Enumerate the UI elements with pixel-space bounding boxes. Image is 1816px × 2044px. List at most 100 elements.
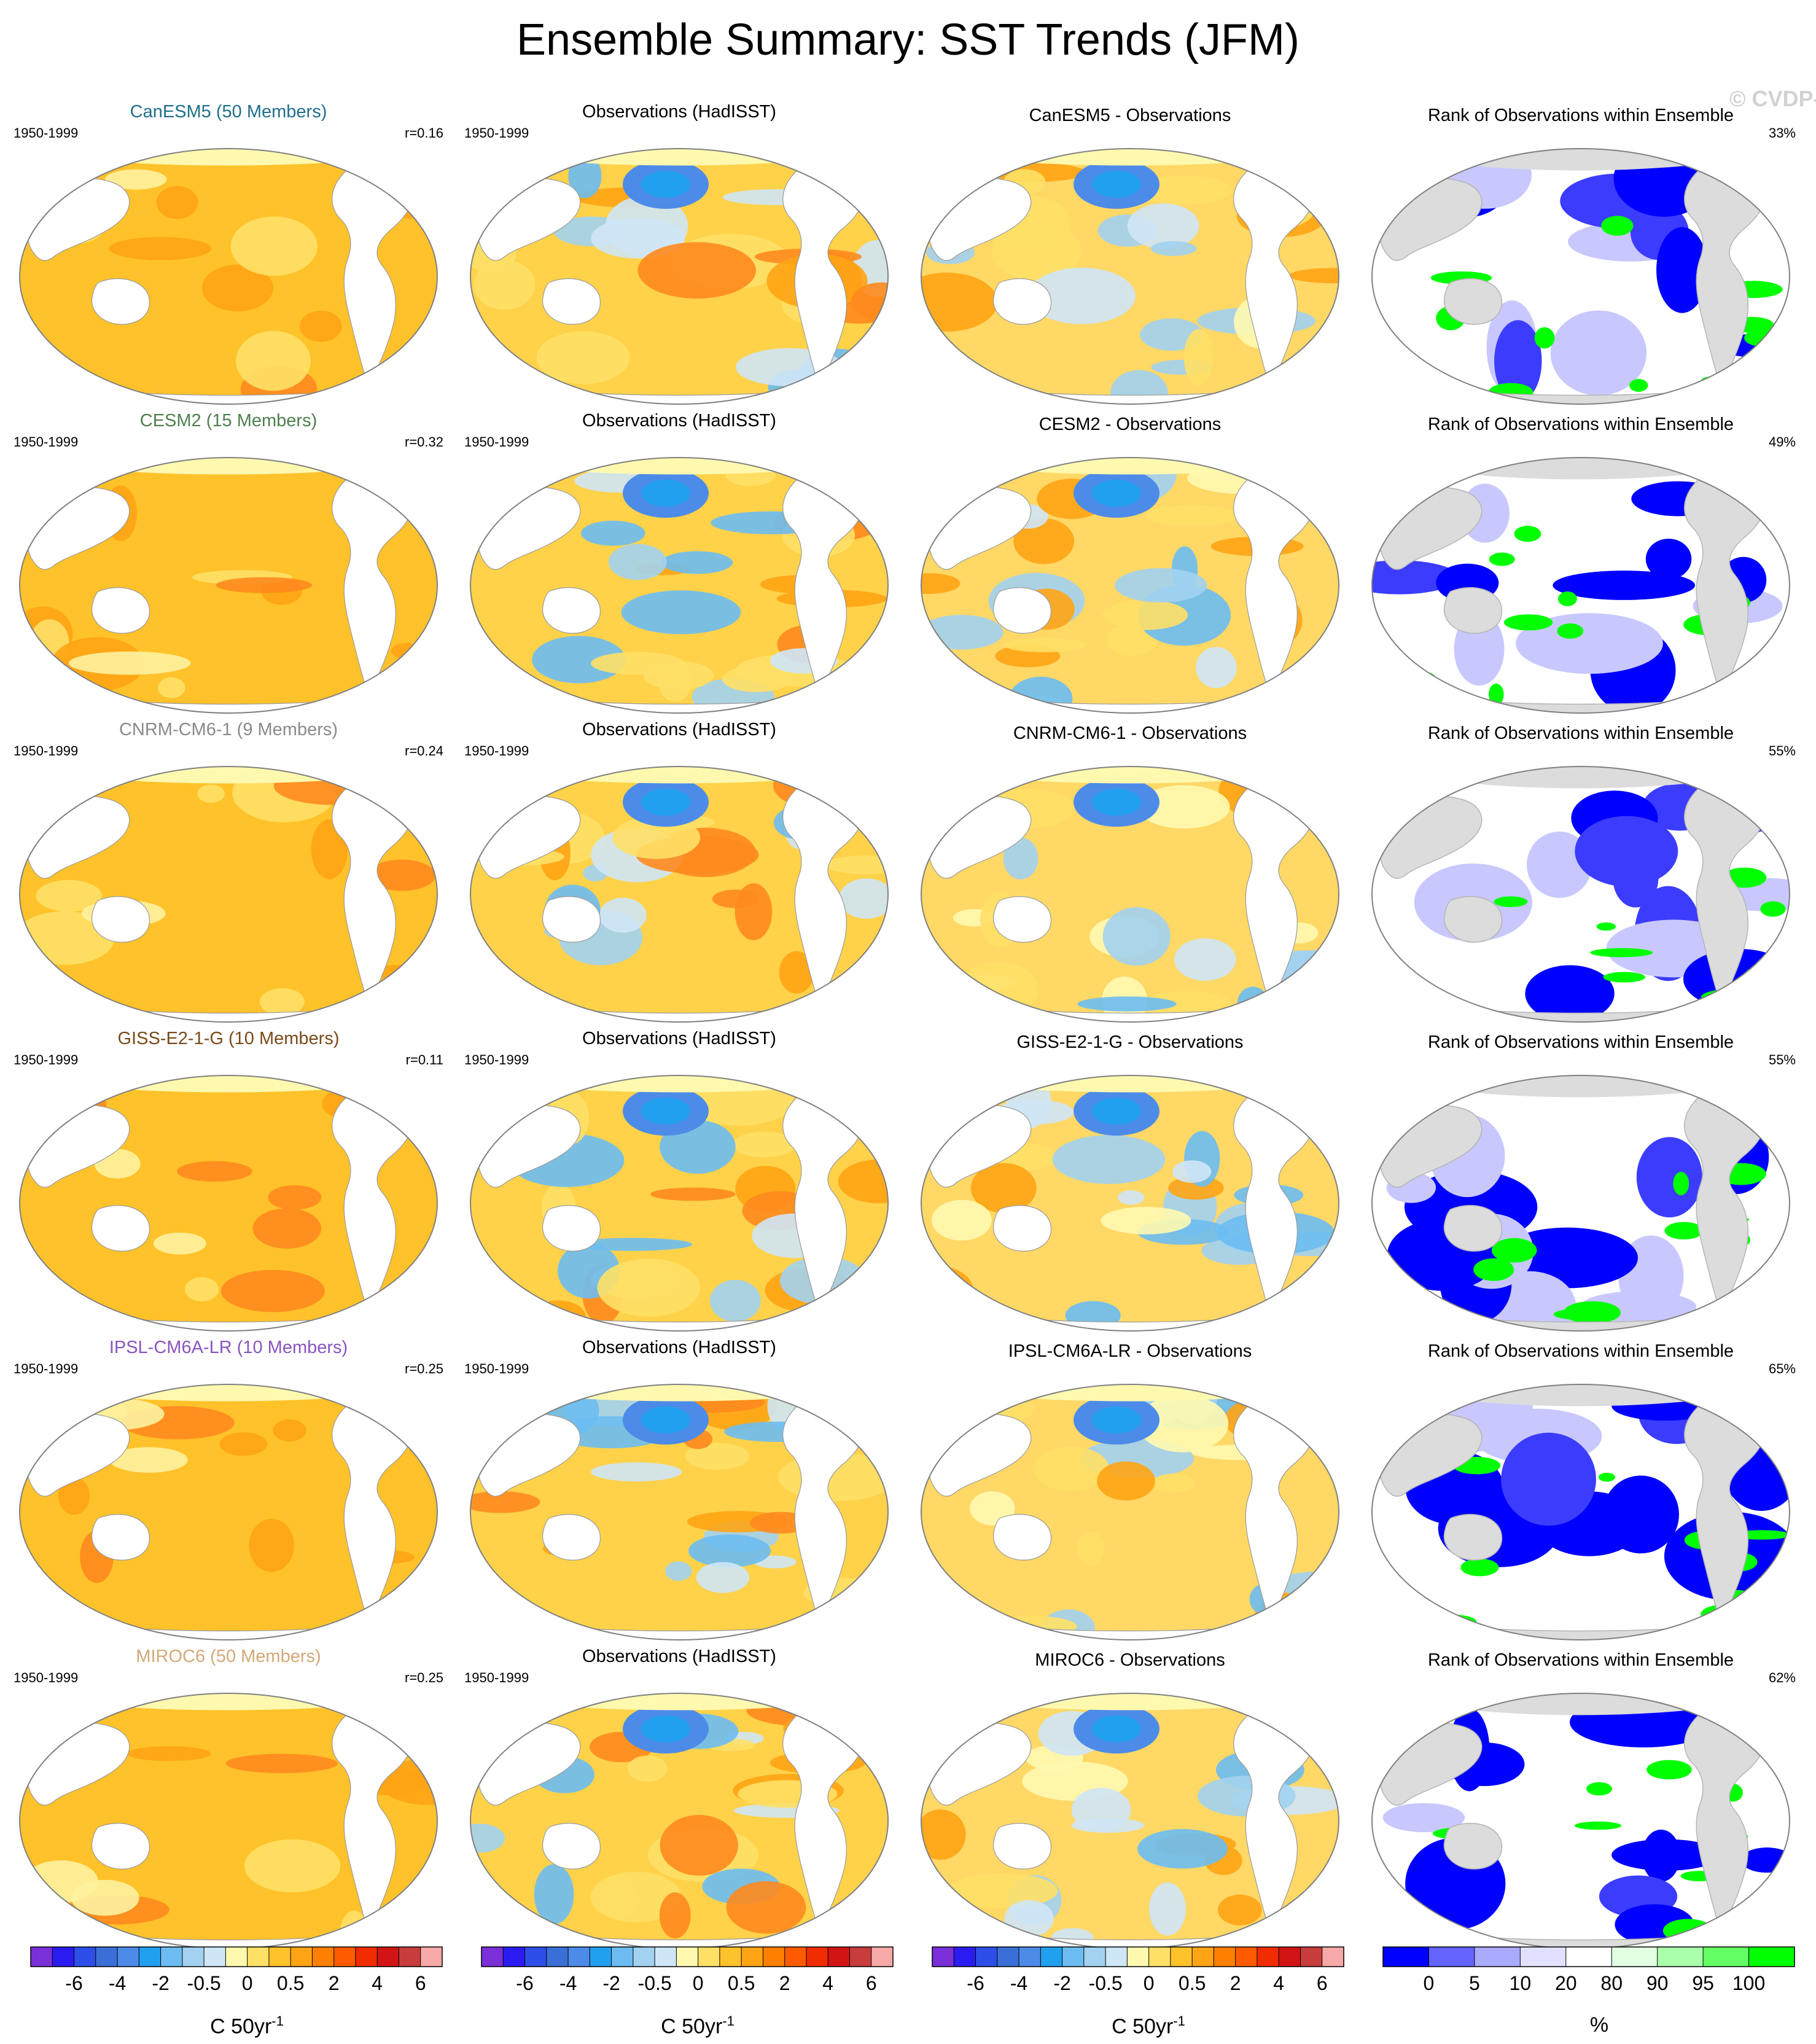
colorbar-box [182,1947,205,1967]
model-map [19,1384,438,1640]
colorbar-label: C 50yr-1 [210,2013,284,2038]
colorbar-box [1703,1947,1749,1967]
row-MIROC6: MIROC6 (50 Members) 1950-1999 r=0.25 Observ… [0,1643,1816,1952]
colorbar-box [806,1947,828,1967]
colorbar-box [1105,1947,1128,1967]
colorbar-box [1611,1947,1658,1967]
model-panel-title: CESM2 (15 Members) [139,411,318,431]
period-label: 1950-1999 [14,125,79,141]
colorbar-rank: 0 5 10 20 80 90 95 100% [1377,1933,1816,2041]
colorbar-tick: -4 [559,1972,577,1994]
colorbar-tick: 6 [415,1972,426,1994]
colorbar-tick: 20 [1555,1972,1577,1994]
colorbar-box [719,1947,742,1967]
model-panel-title: IPSL-CM6A-LR (10 Members) [109,1338,348,1357]
rank-map [1371,148,1790,405]
colorbar-tick: 95 [1692,1972,1714,1994]
rank-panel: Rank of Observations within Ensemble 33% [1358,98,1803,408]
colorbar-tick: 4 [822,1972,833,1994]
diff-panel: MIROC6 - Observations [908,1643,1352,1952]
colorbar-box [1040,1947,1062,1967]
period-label: 1950-1999 [464,125,529,141]
colorbar-box [633,1947,655,1967]
obs-map [470,1075,889,1332]
colorbar-box [1235,1947,1257,1967]
colorbar-label-exponent: -1 [1173,2013,1185,2029]
difference-panel-title: GISS-E2-1-G - Observations [1016,1032,1244,1052]
colorbar-box [849,1947,871,1967]
colorbar-box [698,1947,720,1967]
model-panel: CNRM-CM6-1 (9 Members) 1950-1999 r=0.24 [6,716,451,1026]
colorbar-box [590,1947,612,1967]
colorbar-box [31,1947,53,1967]
colorbar-box [312,1947,334,1967]
page-title: Ensemble Summary: SST Trends (JFM) [516,15,1300,64]
rank-map [1371,1384,1790,1640]
model-map [19,148,438,405]
difference-panel-title: IPSL-CM6A-LR - Observations [1008,1341,1252,1361]
pattern-correlation: r=0.25 [405,1361,443,1376]
model-panel-title: MIROC6 (50 Members) [136,1647,321,1666]
model-panel: MIROC6 (50 Members) 1950-1999 r=0.25 [6,1643,451,1952]
colorbar-tick: -0.5 [1089,1972,1123,1994]
colorbar-box [1428,1947,1475,1967]
rank-percent: 33% [1768,125,1796,141]
obs-map [470,1693,889,1949]
colorbar-tick: 90 [1646,1972,1669,1994]
colorbar-box [1214,1947,1236,1967]
colorbar-box [763,1947,785,1967]
diff-map [921,148,1339,405]
colorbar-tick: 6 [866,1972,877,1994]
colorbar-box [52,1947,74,1967]
colorbar-box [1019,1947,1041,1967]
rank-panel: Rank of Observations within Ensemble 65% [1358,1334,1803,1644]
colorbar-box [139,1947,161,1967]
difference-panel-title: CESM2 - Observations [1039,415,1222,434]
period-label: 1950-1999 [464,1361,529,1376]
colorbar-box [1657,1947,1704,1967]
observations-panel-title: Observations (HadISST) [582,102,776,122]
obs-map [470,457,889,714]
colorbar-tick: 4 [1273,1972,1284,1994]
period-label: 1950-1999 [14,1670,79,1685]
colorbar-box [1474,1947,1521,1967]
observations-panel-title: Observations (HadISST) [582,1029,776,1048]
rank-panel-title: Rank of Observations within Ensemble [1427,1032,1734,1052]
colorbar-box [399,1947,421,1967]
diff-panel: IPSL-CM6A-LR - Observations [908,1334,1352,1644]
model-map [19,1075,438,1332]
colorbar-tick: -0.5 [638,1972,672,1994]
period-label: 1950-1999 [14,1052,79,1067]
obs-panel: Observations (HadISST) 1950-1999 [457,98,902,408]
obs-map [470,766,889,1023]
colorbar-box [481,1947,504,1967]
pattern-correlation: r=0.24 [405,743,443,759]
obs-panel: Observations (HadISST) 1950-1999 [457,716,902,1026]
rank-map [1371,1075,1790,1332]
period-label: 1950-1999 [464,1670,529,1685]
colorbar-box [1383,1947,1429,1967]
colorbar-box [117,1947,139,1967]
diff-map [921,1384,1339,1640]
colorbar-tick: -2 [152,1972,169,1994]
model-panel-title: GISS-E2-1-G (10 Members) [117,1029,340,1048]
rank-panel: Rank of Observations within Ensemble 62% [1358,1643,1803,1952]
colorbar-label-exponent: -1 [271,2013,284,2029]
colorbar-box [1322,1947,1344,1967]
obs-map [470,1384,889,1640]
colorbar-label: C 50yr-1 [661,2013,735,2038]
observations-panel-title: Observations (HadISST) [582,1338,776,1357]
observations-panel-title: Observations (HadISST) [582,720,776,739]
colorbar-tick: 0 [1424,1972,1435,1994]
colorbar-tick: 2 [329,1972,340,1994]
period-label: 1950-1999 [464,1052,529,1067]
colorbar-tick: 6 [1317,1972,1328,1994]
colorbar-box [420,1947,442,1967]
colorbar-box [546,1947,569,1967]
observations-panel-title: Observations (HadISST) [582,1647,776,1666]
diff-map [921,457,1339,714]
rank-percent: 62% [1768,1670,1796,1685]
colorbar-box [268,1947,291,1967]
colorbar-tick: 0 [242,1972,253,1994]
colorbar-tick: 0 [693,1972,704,1994]
